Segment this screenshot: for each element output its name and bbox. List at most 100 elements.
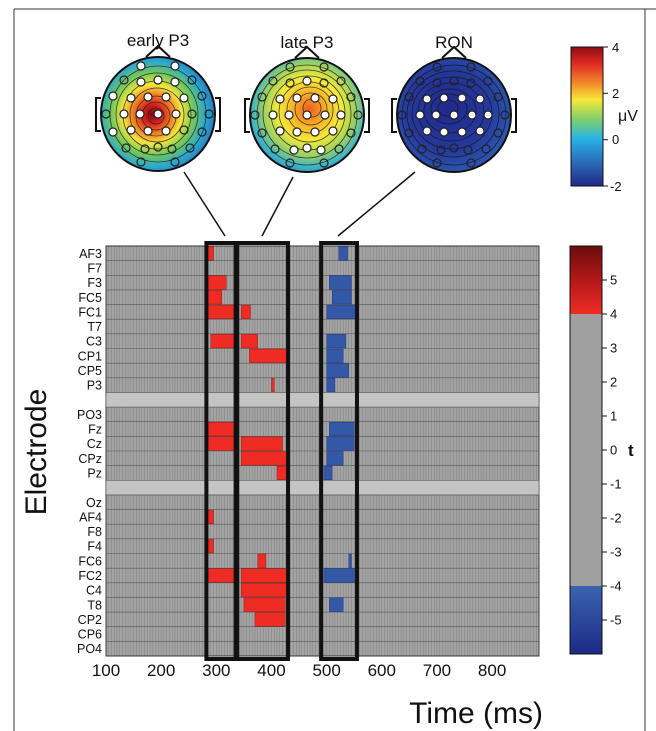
electrode-label: P3: [87, 379, 102, 393]
t-colorbar-tick-label: -5: [610, 613, 622, 628]
significant-cluster-cell: [243, 597, 286, 612]
significant-cluster-cell: [240, 568, 289, 583]
t-colorbar-tick-label: 5: [610, 273, 617, 288]
electrode-label: F4: [87, 540, 102, 554]
electrode-label: CP1: [78, 349, 102, 363]
significant-cluster-cell: [329, 597, 344, 612]
connector-line-ron: [337, 171, 416, 237]
uv-tick-label: 2: [612, 86, 619, 101]
x-tick-label: 800: [478, 661, 506, 680]
t-colorbar-tick-label: -4: [610, 579, 622, 594]
x-tick-label: 400: [257, 661, 285, 680]
t-colorbar-tick-label: 1: [610, 409, 617, 424]
head-nose: [294, 45, 320, 59]
head-nose: [145, 44, 171, 58]
uv-colorbar: 4 2 0 -2 μV: [570, 40, 638, 194]
significant-cluster-cell: [249, 348, 289, 363]
t-colorbar-tick-label: -2: [610, 511, 622, 526]
electrode-label: Oz: [86, 496, 102, 510]
significant-cluster-cell: [207, 422, 236, 437]
uv-tick-label: 0: [612, 132, 619, 147]
uv-tick-label: -2: [610, 179, 622, 194]
topomap-ron: RON: [391, 33, 517, 173]
x-tick-label: 100: [92, 661, 120, 680]
time-window-box: [235, 241, 291, 661]
head-left-ear: [244, 98, 250, 133]
topomap-late-p3: late P3: [244, 33, 370, 173]
t-colorbar-tick-label: 3: [610, 341, 617, 356]
x-tick-label: 200: [147, 661, 175, 680]
significant-cluster-cell: [326, 334, 347, 349]
t-colorbar: 5 4 3 2 1 0 -1 -2 -3 -4 -5 t: [569, 245, 634, 655]
head-right-ear: [364, 98, 370, 133]
electrode-label: Pz: [87, 466, 102, 480]
uv-tick-label: 4: [612, 40, 619, 55]
electrode-label: C4: [86, 584, 102, 598]
electrode-label: FC6: [78, 554, 102, 568]
significant-cluster-cell: [338, 246, 348, 261]
t-colorbar-tick-label: -1: [610, 477, 622, 492]
electrode-label: PO3: [77, 408, 102, 422]
significant-cluster-cell: [207, 290, 223, 305]
head-nose: [441, 45, 467, 59]
significant-cluster-cell: [207, 509, 214, 524]
t-colorbar-title: t: [628, 441, 634, 460]
significant-cluster-cell: [326, 436, 355, 451]
uv-colorbar-ticks: [603, 46, 608, 187]
time-window-box: [319, 241, 359, 661]
significant-cluster-cell: [329, 275, 352, 290]
electrode-markers: [101, 61, 214, 167]
significant-cluster-cell: [240, 304, 251, 319]
electrode-label: Cz: [87, 437, 102, 451]
uv-unit-label: μV: [618, 108, 638, 125]
significant-cluster-cell: [326, 451, 344, 466]
significant-cluster-cell: [331, 290, 352, 305]
t-colorbar-tick-label: 4: [610, 307, 617, 322]
x-tick-label: 300: [202, 661, 230, 680]
head-left-ear: [391, 98, 397, 133]
topomap-early-p3: early P3: [95, 31, 221, 172]
significant-cluster-cell: [254, 612, 286, 627]
significant-cluster-cell: [326, 378, 336, 393]
significant-cluster-cell: [323, 465, 333, 480]
significant-cluster-cell: [210, 334, 236, 349]
head-right-ear: [511, 98, 517, 133]
electrode-label: Fz: [88, 423, 102, 437]
electrode-label: PO4: [77, 642, 102, 656]
t-colorbar-tick-label: 2: [610, 375, 617, 390]
significant-cluster-cell: [257, 553, 267, 568]
significant-cluster-cell: [326, 348, 344, 363]
window-boxes: [204, 241, 359, 661]
x-axis-label: Time (ms): [409, 697, 543, 730]
significant-cluster-cell: [207, 304, 236, 319]
uv-colorbar-bar: [570, 46, 604, 187]
significant-cluster-cell: [329, 422, 355, 437]
electrode-label: FC1: [78, 305, 102, 319]
t-colorbar-tick-label: 0: [610, 443, 617, 458]
electrode-markers: [397, 62, 510, 168]
significant-cluster-cell: [323, 568, 358, 583]
significant-cluster-cell: [240, 334, 258, 349]
significant-cluster-cell: [240, 436, 283, 451]
t-colorbar-positive-segment: [570, 246, 602, 314]
electrode-label: CP2: [78, 613, 102, 627]
significant-cluster-cell: [207, 246, 214, 261]
electrode-label: CPz: [78, 452, 102, 466]
electrode-label: T8: [87, 598, 102, 612]
x-tick-labels: 100 200 300 400 500 600 700 800: [92, 661, 506, 680]
significant-cluster-cell: [240, 583, 289, 598]
x-tick-label: 600: [368, 661, 396, 680]
head-left-ear: [95, 97, 101, 132]
topomap-label: late P3: [281, 33, 334, 52]
electrode-label: T7: [87, 320, 102, 334]
y-axis-label: Electrode: [20, 389, 53, 516]
cluster-cells: [207, 246, 358, 627]
electrode-label: AF4: [79, 510, 102, 524]
electrode-label: C3: [86, 335, 102, 349]
significant-cluster-cell: [240, 451, 289, 466]
significant-cluster-cell: [207, 539, 214, 554]
significant-cluster-cell: [348, 553, 352, 568]
